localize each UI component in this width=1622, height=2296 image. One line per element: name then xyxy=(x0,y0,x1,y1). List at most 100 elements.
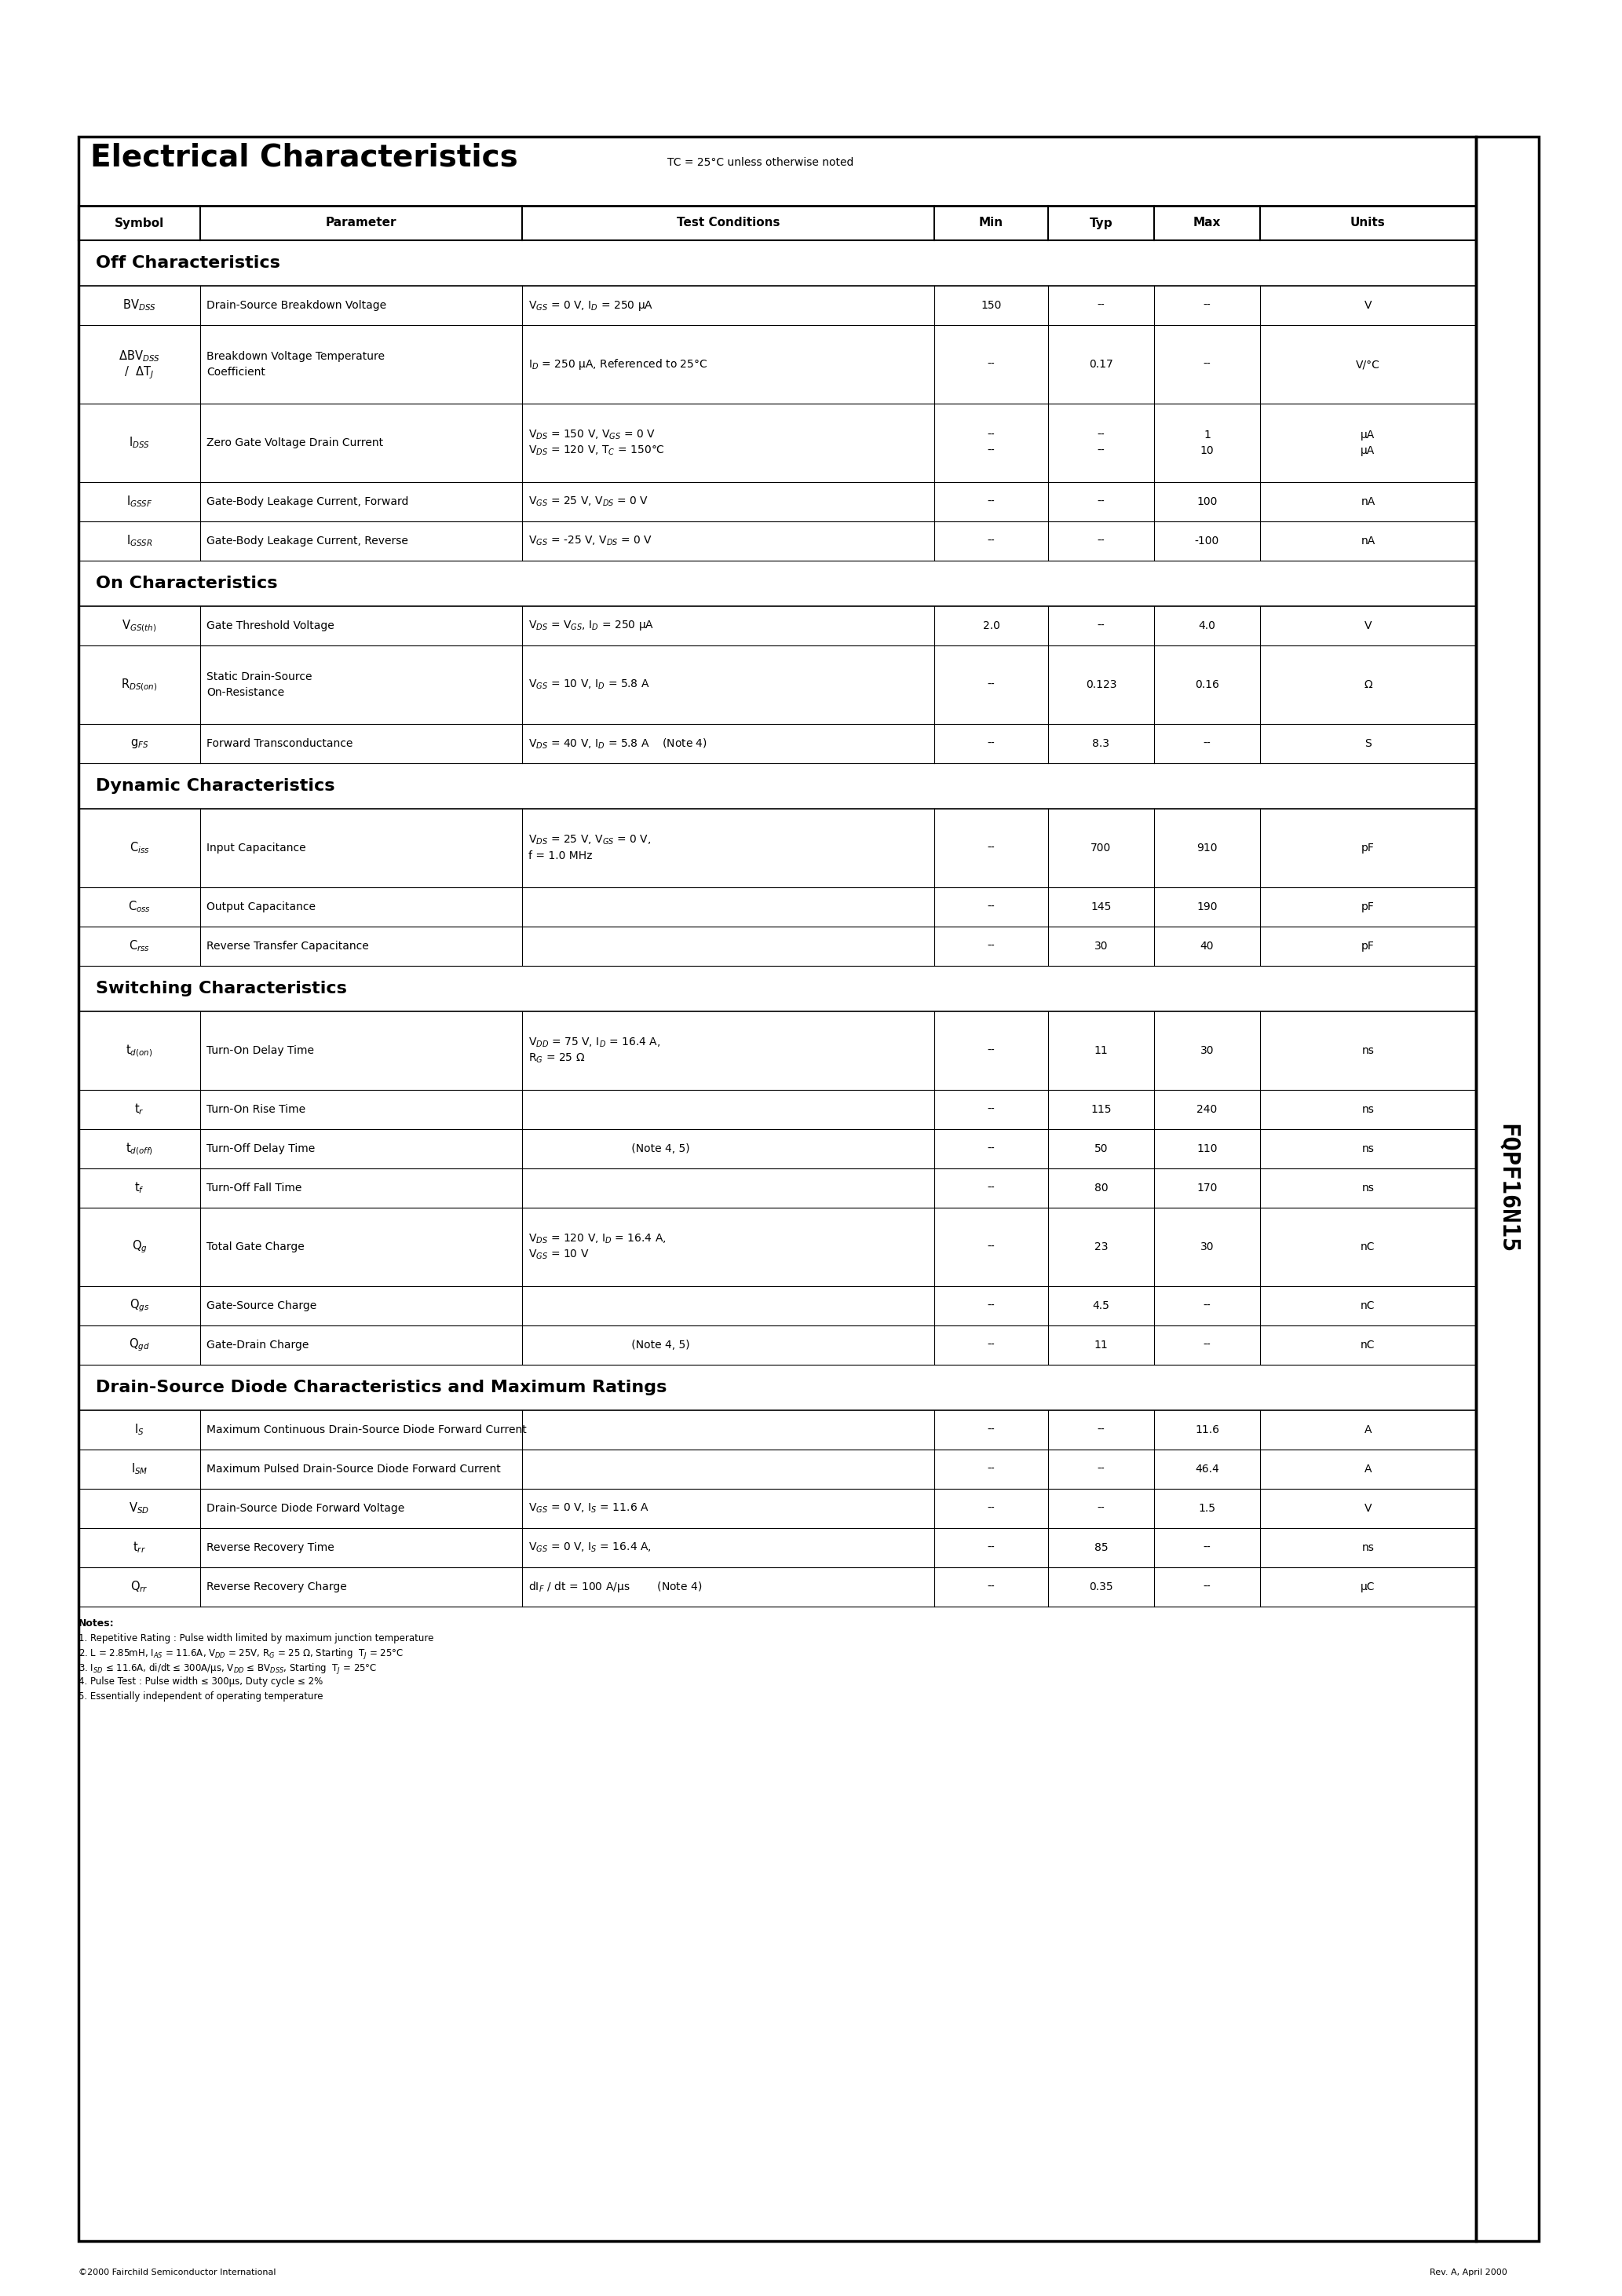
Text: 2. L = 2.85mH, I$_{AS}$ = 11.6A, V$_{DD}$ = 25V, R$_G$ = 25 Ω, Starting  T$_J$ =: 2. L = 2.85mH, I$_{AS}$ = 11.6A, V$_{DD}… xyxy=(78,1649,404,1662)
Text: 115: 115 xyxy=(1090,1104,1111,1116)
Text: V$_{GS}$ = 0 V, I$_D$ = 250 μA: V$_{GS}$ = 0 V, I$_D$ = 250 μA xyxy=(529,298,654,312)
Text: Reverse Recovery Time: Reverse Recovery Time xyxy=(206,1543,334,1552)
Text: -100: -100 xyxy=(1195,535,1220,546)
Text: V$_{GS(th)}$: V$_{GS(th)}$ xyxy=(122,618,157,634)
Text: V$_{DD}$ = 75 V, I$_D$ = 16.4 A,: V$_{DD}$ = 75 V, I$_D$ = 16.4 A, xyxy=(529,1035,660,1049)
Text: Parameter: Parameter xyxy=(326,218,397,230)
Text: --: -- xyxy=(1096,1424,1105,1435)
Text: Turn-Off Delay Time: Turn-Off Delay Time xyxy=(206,1143,315,1155)
Text: 11: 11 xyxy=(1095,1045,1108,1056)
Text: 80: 80 xyxy=(1095,1182,1108,1194)
Text: V$_{DS}$ = V$_{GS}$, I$_D$ = 250 μA: V$_{DS}$ = V$_{GS}$, I$_D$ = 250 μA xyxy=(529,620,654,631)
Text: --: -- xyxy=(1096,1504,1105,1513)
Text: 4.5: 4.5 xyxy=(1093,1300,1109,1311)
Text: 40: 40 xyxy=(1200,941,1213,953)
Text: Ω: Ω xyxy=(1364,680,1372,691)
Text: 1. Repetitive Rating : Pulse width limited by maximum junction temperature: 1. Repetitive Rating : Pulse width limit… xyxy=(78,1632,433,1644)
Text: Notes:: Notes: xyxy=(78,1619,114,1628)
Text: t$_{d(off)}$: t$_{d(off)}$ xyxy=(125,1141,152,1157)
Text: pF: pF xyxy=(1361,843,1375,854)
Text: 170: 170 xyxy=(1197,1182,1218,1194)
Text: Gate-Source Charge: Gate-Source Charge xyxy=(206,1300,316,1311)
Text: Switching Characteristics: Switching Characteristics xyxy=(96,980,347,996)
Text: Gate-Drain Charge: Gate-Drain Charge xyxy=(206,1339,308,1350)
Text: 700: 700 xyxy=(1090,843,1111,854)
Text: --: -- xyxy=(1204,1543,1212,1552)
Text: Total Gate Charge: Total Gate Charge xyxy=(206,1242,305,1251)
Text: Symbol: Symbol xyxy=(115,218,164,230)
Text: ΔBV$_{DSS}$: ΔBV$_{DSS}$ xyxy=(118,349,161,363)
Text: --: -- xyxy=(988,1424,994,1435)
Text: --: -- xyxy=(988,1504,994,1513)
Text: C$_{iss}$: C$_{iss}$ xyxy=(130,840,149,856)
Text: ns: ns xyxy=(1362,1182,1374,1194)
Text: 85: 85 xyxy=(1095,1543,1108,1552)
Text: nA: nA xyxy=(1361,535,1375,546)
Text: --: -- xyxy=(988,941,994,953)
Text: 10: 10 xyxy=(1200,445,1213,457)
Text: On Characteristics: On Characteristics xyxy=(96,576,277,592)
Text: pF: pF xyxy=(1361,941,1375,953)
Text: μA: μA xyxy=(1361,445,1375,457)
Text: 46.4: 46.4 xyxy=(1195,1463,1220,1474)
Text: Drain-Source Diode Characteristics and Maximum Ratings: Drain-Source Diode Characteristics and M… xyxy=(96,1380,667,1396)
Bar xyxy=(1476,138,1539,2241)
Text: 1: 1 xyxy=(1204,429,1210,441)
Text: 30: 30 xyxy=(1095,941,1108,953)
Text: FQPF16N15: FQPF16N15 xyxy=(1495,1125,1518,1254)
Text: --: -- xyxy=(1096,301,1105,310)
Text: Turn-On Delay Time: Turn-On Delay Time xyxy=(206,1045,315,1056)
Text: On-Resistance: On-Resistance xyxy=(206,687,284,698)
Text: V: V xyxy=(1364,1504,1372,1513)
Text: 0.17: 0.17 xyxy=(1088,358,1113,370)
Text: ©2000 Fairchild Semiconductor International: ©2000 Fairchild Semiconductor Internatio… xyxy=(78,2268,276,2275)
Text: 110: 110 xyxy=(1197,1143,1218,1155)
Text: dI$_F$ / dt = 100 A/μs        (Note 4): dI$_F$ / dt = 100 A/μs (Note 4) xyxy=(529,1580,702,1593)
Text: 190: 190 xyxy=(1197,902,1218,912)
Text: 1.5: 1.5 xyxy=(1199,1504,1216,1513)
Text: R$_{DS(on)}$: R$_{DS(on)}$ xyxy=(122,677,157,693)
Text: V$_{GS}$ = 10 V, I$_D$ = 5.8 A: V$_{GS}$ = 10 V, I$_D$ = 5.8 A xyxy=(529,677,650,691)
Text: --: -- xyxy=(1096,496,1105,507)
Text: Units: Units xyxy=(1351,218,1385,230)
Text: A: A xyxy=(1364,1463,1372,1474)
Text: Off Characteristics: Off Characteristics xyxy=(96,255,281,271)
Text: V$_{DS}$ = 120 V, I$_D$ = 16.4 A,: V$_{DS}$ = 120 V, I$_D$ = 16.4 A, xyxy=(529,1233,667,1244)
Text: Test Conditions: Test Conditions xyxy=(676,218,780,230)
Text: 3. I$_{SD}$ ≤ 11.6A, di/dt ≤ 300A/μs, V$_{DD}$ ≤ BV$_{DSS}$, Starting  T$_J$ = 2: 3. I$_{SD}$ ≤ 11.6A, di/dt ≤ 300A/μs, V$… xyxy=(78,1662,378,1676)
Text: Turn-On Rise Time: Turn-On Rise Time xyxy=(206,1104,305,1116)
Text: Turn-Off Fall Time: Turn-Off Fall Time xyxy=(206,1182,302,1194)
Text: Static Drain-Source: Static Drain-Source xyxy=(206,670,311,682)
Text: 910: 910 xyxy=(1197,843,1218,854)
Text: I$_{GSSF}$: I$_{GSSF}$ xyxy=(127,494,152,510)
Text: --: -- xyxy=(1096,445,1105,457)
Text: t$_{d(on)}$: t$_{d(on)}$ xyxy=(127,1042,152,1058)
Text: V$_{GS}$ = 0 V, I$_S$ = 16.4 A,: V$_{GS}$ = 0 V, I$_S$ = 16.4 A, xyxy=(529,1541,652,1554)
Text: Q$_g$: Q$_g$ xyxy=(131,1240,148,1256)
Text: --: -- xyxy=(988,1463,994,1474)
Text: 5. Essentially independent of operating temperature: 5. Essentially independent of operating … xyxy=(78,1692,323,1701)
Text: V$_{DS}$ = 120 V, T$_C$ = 150°C: V$_{DS}$ = 120 V, T$_C$ = 150°C xyxy=(529,445,665,457)
Text: V$_{GS}$ = 25 V, V$_{DS}$ = 0 V: V$_{GS}$ = 25 V, V$_{DS}$ = 0 V xyxy=(529,496,649,507)
Text: 100: 100 xyxy=(1197,496,1218,507)
Text: --: -- xyxy=(988,1339,994,1350)
Text: --: -- xyxy=(988,429,994,441)
Text: ns: ns xyxy=(1362,1045,1374,1056)
Text: 2.0: 2.0 xyxy=(983,620,999,631)
Text: 50: 50 xyxy=(1095,1143,1108,1155)
Text: 150: 150 xyxy=(981,301,1001,310)
Text: --: -- xyxy=(1204,737,1212,748)
Text: 8.3: 8.3 xyxy=(1093,737,1109,748)
Text: --: -- xyxy=(988,496,994,507)
Text: nC: nC xyxy=(1361,1339,1375,1350)
Text: (Note 4, 5): (Note 4, 5) xyxy=(529,1143,689,1155)
Text: Drain-Source Diode Forward Voltage: Drain-Source Diode Forward Voltage xyxy=(206,1504,404,1513)
Text: Typ: Typ xyxy=(1090,218,1113,230)
Text: --: -- xyxy=(988,535,994,546)
Text: Input Capacitance: Input Capacitance xyxy=(206,843,307,854)
Text: --: -- xyxy=(988,680,994,691)
Text: ns: ns xyxy=(1362,1104,1374,1116)
Text: --: -- xyxy=(1096,429,1105,441)
Text: Q$_{gd}$: Q$_{gd}$ xyxy=(128,1336,149,1352)
Text: Reverse Transfer Capacitance: Reverse Transfer Capacitance xyxy=(206,941,368,953)
